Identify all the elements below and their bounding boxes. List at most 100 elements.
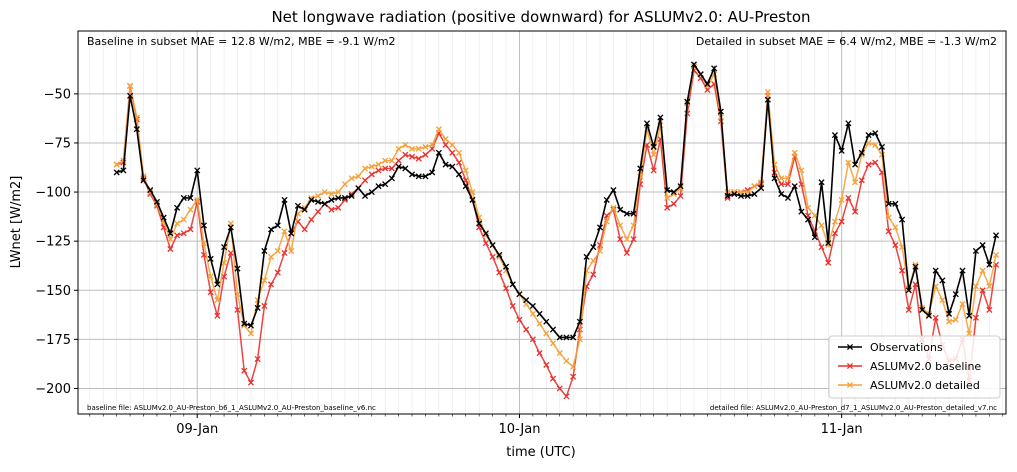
data-point bbox=[979, 287, 986, 294]
data-point bbox=[704, 80, 711, 88]
data-point bbox=[348, 175, 355, 182]
data-point bbox=[288, 230, 295, 237]
x-axis: 09-Jan 10-Jan 11-Jan bbox=[89, 414, 1004, 437]
data-point bbox=[899, 267, 906, 274]
data-point bbox=[623, 249, 630, 257]
data-point bbox=[529, 336, 536, 343]
data-point bbox=[818, 243, 825, 251]
data-point bbox=[348, 192, 355, 200]
data-point bbox=[771, 175, 778, 182]
data-point bbox=[254, 355, 261, 363]
data-point bbox=[221, 243, 228, 251]
data-point bbox=[120, 167, 127, 174]
data-point bbox=[563, 334, 570, 341]
data-point bbox=[449, 163, 456, 170]
data-point bbox=[536, 320, 543, 327]
data-point bbox=[516, 291, 523, 298]
data-point bbox=[207, 289, 214, 296]
data-point bbox=[127, 82, 134, 90]
data-point bbox=[858, 177, 865, 184]
data-point bbox=[576, 336, 583, 343]
y-tick-label: −125 bbox=[35, 235, 71, 250]
data-point bbox=[140, 177, 147, 184]
data-point bbox=[194, 196, 201, 203]
data-point bbox=[147, 187, 154, 194]
series-line bbox=[116, 62, 997, 339]
legend-label: Observations bbox=[870, 341, 943, 354]
data-point bbox=[784, 181, 792, 188]
data-point bbox=[852, 161, 859, 168]
data-point bbox=[684, 98, 691, 105]
data-point bbox=[227, 224, 234, 231]
data-point bbox=[422, 173, 429, 180]
data-point bbox=[711, 65, 718, 72]
data-point bbox=[402, 141, 409, 148]
data-point bbox=[455, 159, 463, 166]
data-point bbox=[596, 224, 604, 231]
data-point bbox=[590, 257, 597, 264]
data-point bbox=[328, 206, 335, 213]
data-point bbox=[818, 179, 825, 186]
data-point bbox=[650, 167, 657, 174]
data-point bbox=[630, 222, 637, 229]
data-point bbox=[603, 218, 610, 225]
data-point bbox=[751, 190, 758, 198]
data-point bbox=[845, 159, 852, 166]
data-point bbox=[382, 181, 389, 188]
data-point bbox=[670, 200, 677, 207]
y-tick-label: −150 bbox=[35, 284, 71, 299]
data-point bbox=[885, 228, 892, 235]
data-point bbox=[664, 204, 671, 211]
data-point bbox=[939, 277, 946, 284]
data-point bbox=[751, 183, 758, 190]
data-point bbox=[388, 165, 395, 172]
data-point bbox=[462, 167, 469, 174]
annotation-bottom-right: detailed file: ASLUMv2.0_AU-Preston_d7_1… bbox=[710, 404, 997, 412]
data-point bbox=[805, 204, 812, 211]
data-point bbox=[469, 188, 476, 196]
data-point bbox=[308, 196, 315, 203]
data-point bbox=[825, 242, 832, 249]
x-tick-label: 09-Jan bbox=[176, 422, 218, 437]
data-point bbox=[529, 310, 536, 317]
data-point bbox=[361, 192, 369, 200]
data-point bbox=[617, 236, 624, 243]
minor-grid bbox=[89, 31, 1004, 414]
y-tick-label: −100 bbox=[35, 186, 71, 201]
data-point bbox=[623, 236, 630, 243]
data-point bbox=[408, 145, 416, 152]
data-point bbox=[549, 375, 557, 382]
data-point bbox=[429, 141, 436, 148]
data-point bbox=[113, 169, 120, 176]
data-point bbox=[268, 226, 275, 233]
legend-box bbox=[828, 335, 1001, 399]
data-point bbox=[214, 312, 221, 319]
data-point bbox=[455, 171, 463, 178]
data-point bbox=[852, 208, 859, 215]
data-point bbox=[603, 196, 610, 203]
data-point bbox=[610, 204, 617, 211]
data-point bbox=[268, 281, 275, 288]
data-point bbox=[825, 259, 832, 266]
data-point bbox=[846, 381, 854, 389]
x-axis-label: time (UTC) bbox=[506, 445, 575, 460]
data-point bbox=[180, 230, 187, 237]
data-point bbox=[395, 157, 402, 164]
data-point bbox=[623, 210, 630, 217]
data-point bbox=[986, 261, 993, 268]
data-point bbox=[811, 234, 818, 241]
data-point bbox=[375, 161, 382, 168]
data-point bbox=[523, 297, 530, 304]
data-point bbox=[966, 330, 973, 337]
data-point bbox=[442, 141, 449, 148]
data-point bbox=[482, 230, 489, 237]
data-point bbox=[482, 240, 489, 247]
data-point bbox=[523, 326, 530, 333]
data-point bbox=[261, 277, 268, 284]
data-point bbox=[288, 247, 295, 255]
data-point bbox=[321, 200, 328, 207]
data-point bbox=[536, 310, 543, 317]
data-point bbox=[825, 240, 832, 247]
data-point bbox=[227, 249, 234, 257]
data-point bbox=[529, 302, 536, 310]
